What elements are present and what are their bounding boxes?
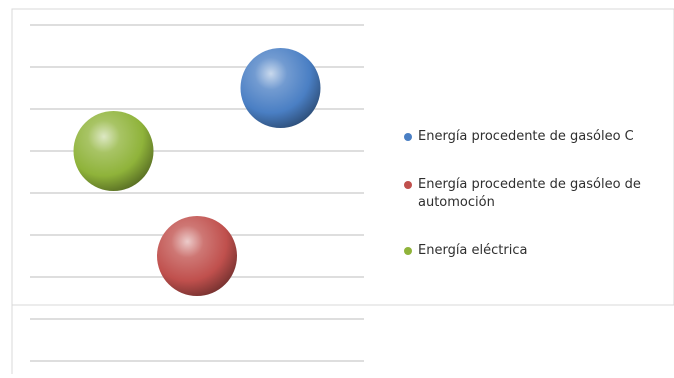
legend-label-gasoleo-c: Energía procedente de gasóleo C xyxy=(418,129,634,144)
bubble-series xyxy=(73,48,321,296)
chart-outer-border xyxy=(11,8,674,306)
legend-item-gasoleo-c: Energía procedente de gasóleo C xyxy=(404,128,666,146)
bubble-series-2 xyxy=(73,111,154,191)
legend-label-gasoleo-automocion: Energía procedente de gasóleo de automoc… xyxy=(418,177,641,210)
bubble-series-1 xyxy=(157,216,237,296)
legend-marker-energia-electrica xyxy=(404,247,412,255)
legend-marker-gasoleo-c xyxy=(404,133,412,141)
legend-label-energia-electrica: Energía eléctrica xyxy=(418,243,528,258)
bubble-series-0 xyxy=(240,48,321,128)
legend-marker-gasoleo-automocion xyxy=(404,181,412,189)
legend-item-gasoleo-automocion: Energía procedente de gasóleo de automoc… xyxy=(404,176,666,212)
legend-item-energia-electrica: Energía eléctrica xyxy=(404,242,666,260)
legend: Energía procedente de gasóleo C Energía … xyxy=(404,128,666,260)
